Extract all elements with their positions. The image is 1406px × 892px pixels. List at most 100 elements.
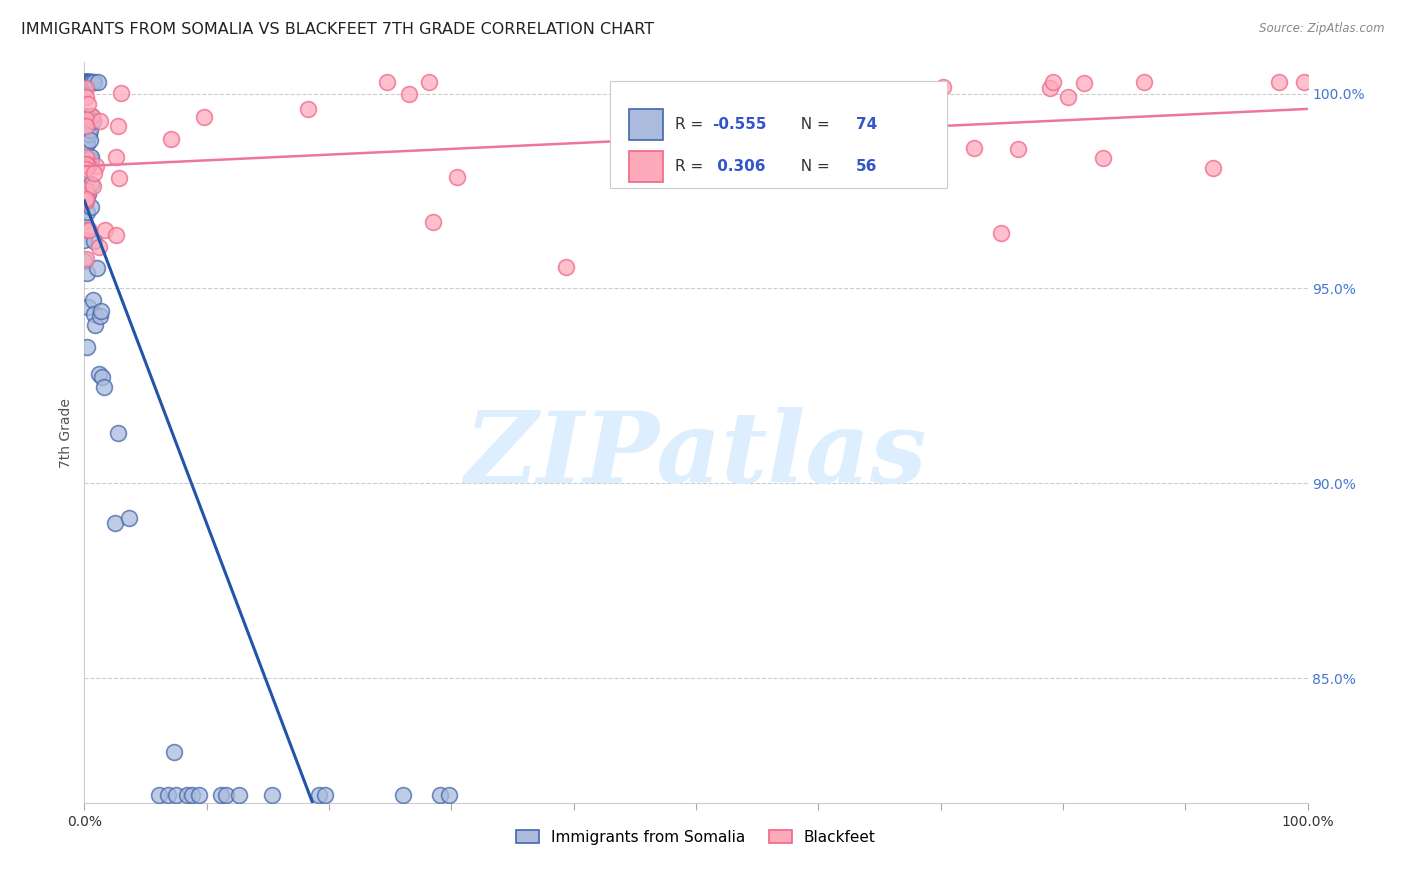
Point	[76, 96, 98, 111]
Point	[90, 304, 112, 318]
Point	[77, 127, 100, 141]
Point	[80, 109, 103, 123]
Point	[76, 75, 98, 89]
Point	[76, 205, 98, 219]
Point	[76, 75, 98, 89]
Point	[418, 75, 440, 89]
Point	[89, 309, 111, 323]
Point	[188, 788, 211, 802]
Point	[107, 119, 129, 133]
Text: N =: N =	[792, 117, 835, 132]
Point	[193, 110, 215, 124]
Point	[1007, 142, 1029, 156]
Point	[209, 788, 232, 802]
Point	[555, 260, 578, 274]
Point	[80, 75, 103, 89]
Point	[77, 187, 100, 202]
Point	[883, 129, 905, 144]
Y-axis label: 7th Grade: 7th Grade	[59, 398, 73, 467]
Point	[75, 252, 97, 266]
Point	[73, 254, 96, 268]
Point	[75, 158, 97, 172]
Point	[75, 194, 97, 209]
Point	[80, 109, 103, 123]
Point	[82, 114, 104, 128]
Point	[80, 150, 103, 164]
Text: 74: 74	[856, 117, 877, 132]
Point	[446, 169, 468, 184]
Point	[80, 201, 103, 215]
Point	[963, 141, 986, 155]
Point	[1042, 75, 1064, 89]
Point	[86, 261, 108, 276]
Point	[79, 157, 101, 171]
Point	[80, 75, 103, 89]
Point	[79, 75, 101, 89]
Point	[1073, 76, 1095, 90]
Point	[105, 151, 128, 165]
Point	[76, 266, 98, 280]
FancyBboxPatch shape	[610, 81, 946, 188]
Point	[79, 111, 101, 125]
Point	[110, 87, 132, 101]
Point	[75, 115, 97, 129]
Point	[931, 80, 953, 95]
Point	[75, 75, 97, 89]
Point	[308, 788, 330, 802]
Point	[83, 166, 105, 180]
Point	[75, 157, 97, 171]
Point	[76, 75, 98, 89]
Point	[375, 75, 398, 89]
Point	[117, 511, 139, 525]
Point	[83, 75, 105, 89]
Point	[77, 300, 100, 314]
Point	[73, 233, 96, 247]
Point	[82, 179, 104, 194]
Legend: Immigrants from Somalia, Blackfeet: Immigrants from Somalia, Blackfeet	[510, 823, 882, 851]
Point	[75, 190, 97, 204]
Point	[429, 788, 451, 802]
Point	[77, 223, 100, 237]
Text: -0.555: -0.555	[711, 117, 766, 132]
FancyBboxPatch shape	[628, 151, 664, 182]
Point	[75, 119, 97, 133]
Point	[82, 293, 104, 307]
Point	[73, 214, 96, 228]
Point	[156, 788, 179, 802]
Point	[76, 75, 98, 89]
Point	[90, 370, 112, 384]
Point	[83, 307, 105, 321]
Point	[163, 745, 186, 759]
Point	[83, 234, 105, 248]
Point	[911, 115, 934, 129]
Point	[77, 160, 100, 174]
Point	[76, 75, 98, 89]
Point	[84, 318, 107, 332]
Point	[76, 158, 98, 172]
Point	[75, 150, 97, 164]
Point	[75, 75, 97, 89]
Point	[93, 380, 115, 394]
Point	[73, 75, 96, 89]
Text: 0.306: 0.306	[711, 159, 765, 174]
Point	[79, 75, 101, 89]
Point	[75, 134, 97, 148]
Point	[108, 170, 131, 185]
Point	[165, 788, 187, 802]
Point	[75, 183, 97, 197]
Point	[104, 516, 127, 530]
Point	[76, 75, 98, 89]
Point	[76, 75, 98, 89]
Point	[75, 81, 97, 95]
Text: Source: ZipAtlas.com: Source: ZipAtlas.com	[1260, 22, 1385, 36]
Point	[228, 788, 250, 802]
Point	[76, 340, 98, 354]
Point	[1092, 151, 1115, 165]
Text: N =: N =	[792, 159, 835, 174]
Point	[314, 788, 336, 802]
Point	[79, 123, 101, 137]
Point	[73, 75, 96, 89]
Point	[422, 215, 444, 229]
Point	[1268, 75, 1291, 89]
Point	[75, 223, 97, 237]
